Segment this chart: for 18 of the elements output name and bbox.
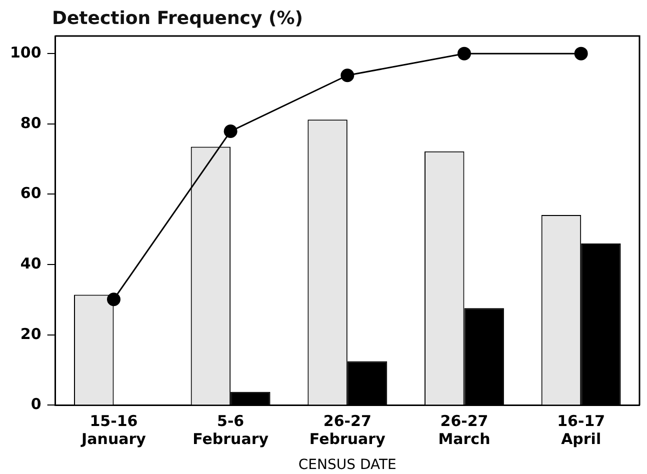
point <box>340 68 354 82</box>
x-tick-label: 15-16 January <box>80 412 146 448</box>
point <box>574 46 588 60</box>
x-axis-title: CENSUS DATE <box>298 457 396 474</box>
x-tick-label: 5-6 February <box>192 412 269 448</box>
y-tick-label: 0 <box>30 395 42 414</box>
y-tick-label: 40 <box>20 254 42 272</box>
x-tick-label: 16-17 April <box>557 412 606 448</box>
y-axis-title: Detection Frequency (%) <box>52 8 303 29</box>
point <box>457 46 471 60</box>
y-tick-label: 80 <box>20 114 42 132</box>
x-tick-label: 26-27 February <box>309 412 386 448</box>
y-tick-label: 20 <box>20 324 42 343</box>
y-tick-label: 100 <box>10 43 42 62</box>
point <box>106 292 120 306</box>
point <box>224 124 238 138</box>
x-tick-label: 26-27 March <box>438 412 490 448</box>
y-tick-label: 60 <box>20 184 42 202</box>
